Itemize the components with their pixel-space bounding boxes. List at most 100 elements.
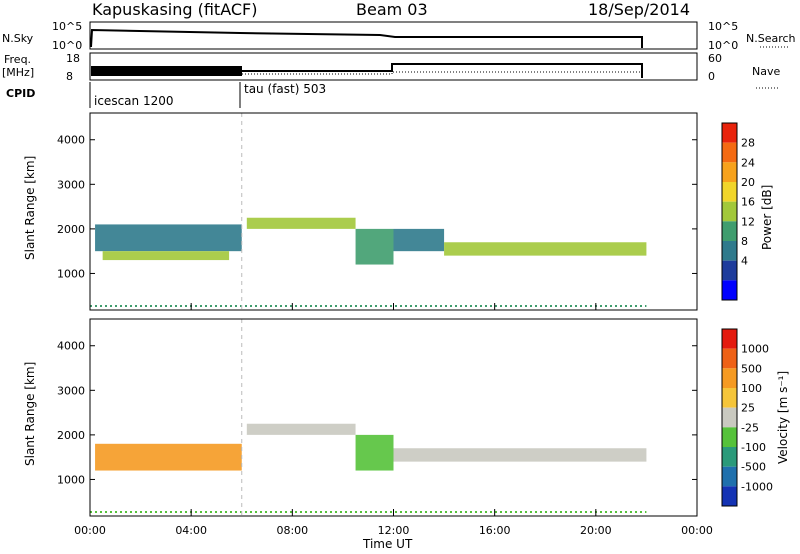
velocity-cbar-cell [722, 427, 737, 447]
power-ylabel: Slant Range [km] [23, 156, 37, 260]
velocity-cbar-frame [721, 328, 738, 507]
freq-label-1: Freq. [4, 53, 31, 66]
nsearch-tick-top: 10^5 [708, 20, 738, 33]
velocity-ytick-label: 3000 [57, 384, 85, 397]
power-cbar-tick-label: 24 [741, 156, 755, 169]
power-cbar-tick-label: 12 [741, 215, 755, 228]
time-axis: 00:00 04:00 08:00 12:00 16:00 20:00 00:00 [74, 303, 713, 537]
nsky-trace [90, 28, 643, 48]
freq-label-2: [MHz] [2, 66, 34, 79]
nsky-tick-bottom: 10^0 [52, 39, 82, 52]
velocity-ytick-label: 4000 [57, 340, 85, 353]
power-cbar-tick-label: 16 [741, 196, 755, 209]
velocity-cbar-cell [722, 329, 737, 349]
velocity-cbar-tick-label: -25 [741, 421, 759, 434]
velocity-echo-band [393, 448, 647, 462]
power-panel: 4000 3000 2000 1000 Slant Range [km] 28 24 20… [23, 112, 774, 311]
velocity-echo-band [246, 423, 356, 435]
power-echo-band [246, 217, 356, 229]
velocity-cbar-tick-label: -500 [741, 461, 766, 474]
power-cbar-frame [721, 122, 738, 301]
velocity-echo-band [95, 443, 242, 471]
power-cbar-label: Power [dB] [760, 185, 774, 250]
power-ytick-label: 1000 [57, 267, 85, 280]
velocity-plot-area [90, 319, 647, 516]
nave-label: Nave [752, 65, 780, 78]
velocity-cbar-cell [722, 447, 737, 467]
freq-tick-bottom: 8 [66, 70, 73, 83]
nsearch-tick-bottom: 10^0 [708, 39, 738, 52]
nave-tick-bottom: 0 [708, 70, 715, 83]
power-cbar-tick-label: 8 [741, 235, 748, 248]
power-echo-band [444, 242, 647, 256]
velocity-cbar-tick-label: 500 [741, 362, 762, 375]
x-tick-label: 12:00 [378, 524, 410, 537]
nave-trace [242, 71, 642, 75]
x-tick-label: 08:00 [276, 524, 308, 537]
freq-tick-top: 18 [66, 52, 80, 65]
velocity-ytick-label: 2000 [57, 429, 85, 442]
velocity-panel: 4000 3000 2000 1000 Slant Range [km] 1000 50… [23, 318, 790, 517]
x-tick-label: 20:00 [580, 524, 612, 537]
velocity-cbar-cell [722, 368, 737, 388]
velocity-cbar-tick-label: -1000 [741, 480, 773, 493]
power-panel-frame [89, 112, 698, 311]
power-echo-band [393, 228, 445, 252]
freq-panel-frame [89, 52, 698, 81]
power-cbar-cell [722, 201, 737, 222]
velocity-colorbar: 1000 500 100 25 -25 -100 -500 -1000 [721, 328, 773, 507]
velocity-cbar-tick-label: 1000 [741, 343, 769, 356]
nsky-panel-frame [89, 21, 698, 50]
velocity-echo-band [355, 434, 394, 471]
power-echo-band [355, 228, 394, 265]
power-cbar-tick-label: 20 [741, 176, 755, 189]
cpid-segment-1: tau (fast) 503 [244, 82, 326, 96]
power-plot-area [90, 113, 647, 310]
velocity-cbar-cell [722, 466, 737, 487]
nsearch-label: N.Search [746, 32, 796, 45]
power-cbar-cell [722, 280, 737, 300]
power-cbar-cell [722, 182, 737, 202]
velocity-cbar-tick-label: 100 [741, 382, 762, 395]
power-cbar-tick-label: 28 [741, 137, 755, 150]
power-cbar-cell [722, 162, 737, 182]
velocity-cbar-label: Velocity [m s⁻¹] [776, 371, 790, 464]
date-title: 18/Sep/2014 [588, 0, 691, 19]
power-cbar-cell [722, 221, 737, 241]
power-echo-band [102, 251, 230, 261]
velocity-cbar-cell [722, 486, 737, 506]
freq-trace-block [91, 66, 242, 76]
power-ytick-label: 2000 [57, 223, 85, 236]
power-y-axis: 4000 3000 2000 1000 [57, 134, 697, 280]
power-cbar-cell [722, 260, 737, 281]
velocity-panel-frame [89, 318, 698, 517]
power-cbar-cell [722, 123, 737, 143]
velocity-cbar-cell [722, 407, 737, 428]
freq-trace [242, 63, 643, 78]
power-cbar-cell [722, 142, 737, 163]
power-echo-band [95, 224, 242, 252]
cpid-label: CPID [6, 87, 35, 100]
x-tick-label: 00:00 [681, 524, 713, 537]
velocity-ylabel: Slant Range [km] [23, 362, 37, 466]
velocity-cbar-cell [722, 348, 737, 369]
power-colorbar: 28 24 20 16 12 8 4 [721, 122, 755, 301]
velocity-cbar-tick-label: -100 [741, 441, 766, 454]
power-ytick-label: 3000 [57, 178, 85, 191]
power-cbar-cell [722, 241, 737, 261]
velocity-y-axis: 4000 3000 2000 1000 [57, 340, 697, 486]
cpid-segment-0: icescan 1200 [94, 94, 173, 108]
velocity-ytick-label: 1000 [57, 473, 85, 486]
x-axis-label: Time UT [362, 537, 413, 551]
x-tick-label: 00:00 [74, 524, 106, 537]
station-title: Kapuskasing (fitACF) [92, 0, 258, 19]
beam-title: Beam 03 [356, 0, 428, 19]
nsky-label: N.Sky [2, 32, 34, 45]
velocity-cbar-cell [722, 388, 737, 408]
x-tick-label: 16:00 [479, 524, 511, 537]
velocity-cbar-tick-label: 25 [741, 402, 755, 415]
power-ytick-label: 4000 [57, 134, 85, 147]
nsky-tick-top: 10^5 [52, 20, 82, 33]
power-cbar-tick-label: 4 [741, 255, 748, 268]
